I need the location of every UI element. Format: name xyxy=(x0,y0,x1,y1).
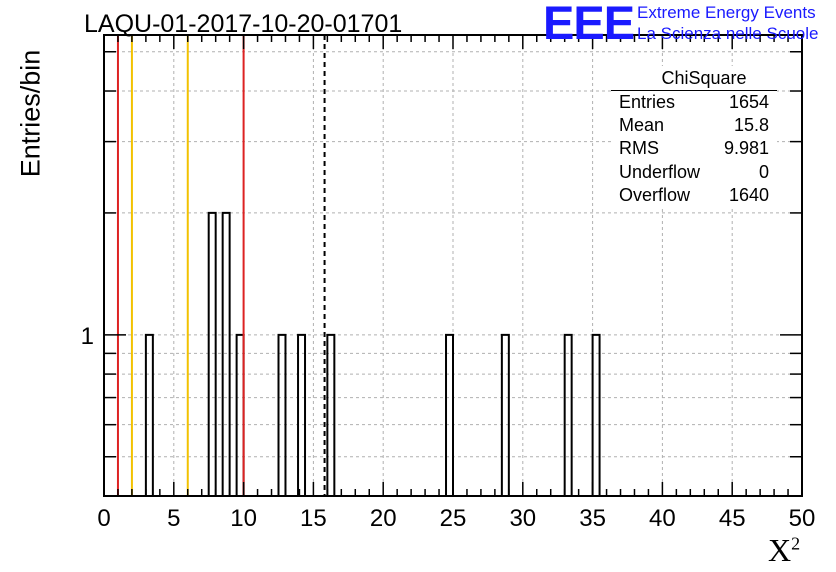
stats-value: 0 xyxy=(758,161,769,182)
stats-value: 15.8 xyxy=(733,115,769,136)
axis-ticks xyxy=(103,35,803,496)
histogram-bar xyxy=(591,333,601,496)
histogram-bar xyxy=(297,333,307,496)
x-axis-label-sup: 2 xyxy=(791,533,801,554)
stats-label: Overflow xyxy=(619,184,691,205)
marker-lines xyxy=(116,35,326,496)
stats-label: Mean xyxy=(619,115,665,136)
histogram-bar xyxy=(235,333,245,496)
stats-header: ChiSquare xyxy=(611,66,777,91)
stats-row: RMS 9.981 xyxy=(611,137,777,160)
histogram-bar xyxy=(277,333,287,496)
histogram-bar xyxy=(563,333,573,496)
x-tick-label: 5 xyxy=(167,505,180,532)
histogram-bars xyxy=(144,211,601,496)
stats-row: Overflow 1640 xyxy=(611,184,777,207)
tick-labels: 0 5 10 15 20 25 30 35 40 45 50 1 xyxy=(81,323,816,532)
x-tick-label: 35 xyxy=(579,505,606,532)
histogram-bar xyxy=(144,333,154,496)
stats-label: Entries xyxy=(619,92,676,112)
stats-value: 9.981 xyxy=(723,138,769,159)
x-tick-label: 15 xyxy=(300,505,327,532)
stats-value: 1654 xyxy=(728,92,769,112)
x-tick-label: 45 xyxy=(719,505,746,532)
x-tick-label: 0 xyxy=(97,505,110,532)
y-tick-label: 1 xyxy=(81,323,94,350)
histogram-title: LAQU-01-2017-10-20-01701 xyxy=(84,10,403,38)
x-tick-label: 10 xyxy=(230,505,257,532)
x-tick-label: 20 xyxy=(370,505,397,532)
eee-logo: EEE xyxy=(543,0,635,49)
stats-box: ChiSquare Entries 1654 Mean 15.8 RMS 9.981 … xyxy=(611,66,777,207)
stats-row: Mean 15.8 xyxy=(611,114,777,137)
x-tick-label: 30 xyxy=(509,505,536,532)
x-axis-label: X2 xyxy=(768,532,800,569)
histogram-bar xyxy=(326,333,336,496)
histogram-bar xyxy=(207,211,217,496)
logo-line2: La Scienza nelle Scuole xyxy=(637,24,819,43)
stats-row: Entries 1654 xyxy=(611,91,777,114)
stats-value: 1640 xyxy=(728,184,769,205)
stats-label: Underflow xyxy=(619,161,701,182)
x-tick-label: 40 xyxy=(649,505,676,532)
x-tick-label: 25 xyxy=(440,505,467,532)
histogram-bar xyxy=(500,333,510,496)
x-axis-label-base: X xyxy=(768,532,792,568)
logo-line1: Extreme Energy Events xyxy=(637,3,816,22)
stats-label: RMS xyxy=(619,138,659,159)
histogram-bar xyxy=(445,333,454,496)
x-tick-label: 50 xyxy=(789,505,816,532)
stats-row: Underflow 0 xyxy=(611,161,777,184)
histogram-bar xyxy=(221,211,231,496)
y-axis-label: Entries/bin xyxy=(15,49,46,178)
